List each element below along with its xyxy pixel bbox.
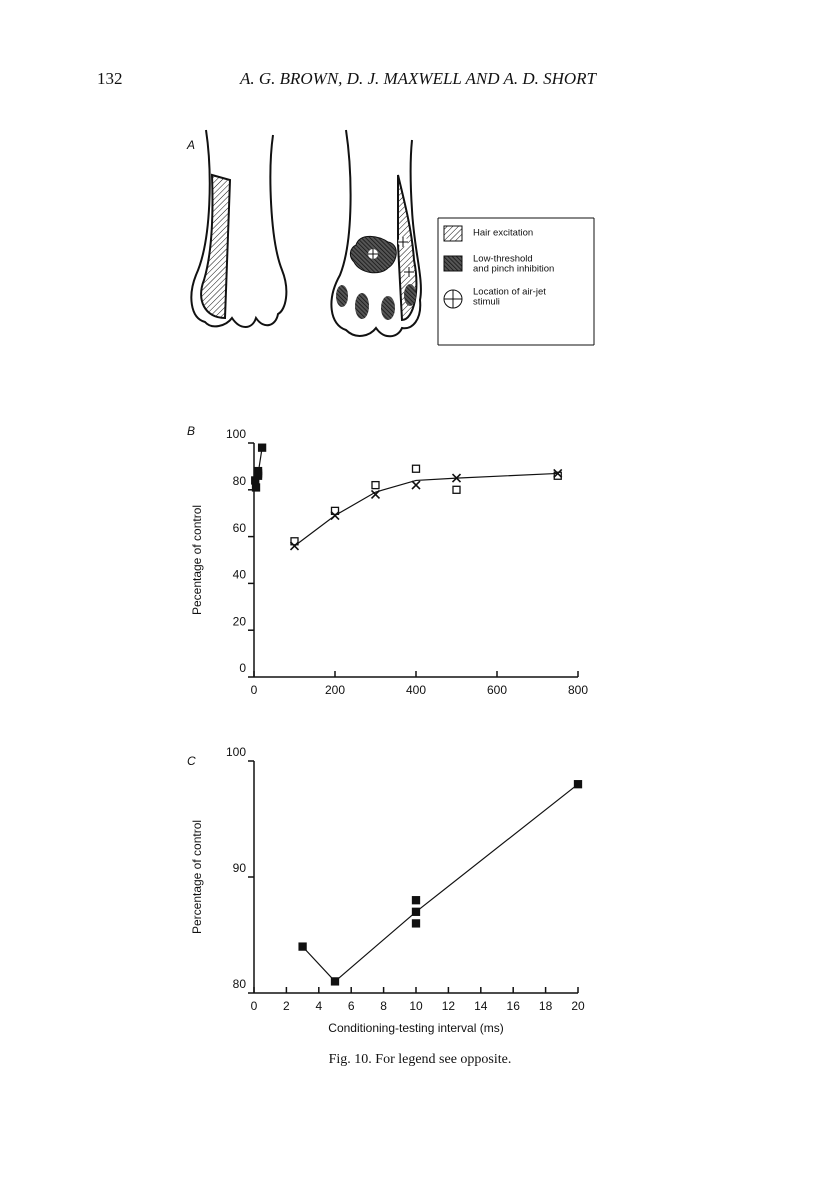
panel-label: C — [187, 754, 196, 768]
paw-drawing — [190, 129, 288, 328]
legend-label: and pinch inhibition — [473, 264, 554, 275]
x-tick-label: 6 — [348, 999, 355, 1013]
x-axis-label: Conditioning-testing interval (ms) — [328, 1021, 503, 1035]
y-tick-label: 20 — [233, 614, 247, 628]
y-tick-label: 100 — [226, 745, 246, 759]
data-line — [302, 783, 579, 983]
panel-label: B — [187, 424, 195, 438]
y-tick-label: 40 — [233, 568, 247, 582]
x-tick-label: 16 — [507, 999, 521, 1013]
x-tick-label: 10 — [409, 999, 423, 1013]
y-tick-label: 60 — [233, 521, 247, 535]
square-marker — [330, 506, 340, 516]
x-tick-label: 600 — [487, 683, 507, 697]
caption: Fig. 10. For legend see opposite. — [329, 1052, 512, 1067]
x-tick-label: 12 — [442, 999, 456, 1013]
x-tick-label: 200 — [325, 683, 345, 697]
square-marker — [553, 471, 562, 480]
panel-label: A — [186, 138, 195, 152]
square-marker — [411, 919, 421, 928]
running-head: A. G. BROWN, D. J. MAXWELL AND A. D. SHO… — [239, 69, 598, 88]
square-marker — [411, 896, 421, 905]
square-marker — [371, 480, 380, 490]
square-marker — [411, 464, 421, 473]
x-tick-label: 8 — [380, 999, 387, 1013]
y-axis-label: Pecentage of control — [190, 505, 204, 615]
y-axis-label: Percentage of control — [190, 820, 204, 934]
cross-marker — [411, 480, 421, 490]
y-tick-label: 90 — [233, 861, 247, 875]
x-tick-label: 2 — [283, 999, 290, 1013]
legend-label: Hair excitation — [473, 228, 533, 239]
x-tick-label: 0 — [251, 683, 258, 697]
data-line — [294, 472, 558, 547]
square-marker — [452, 485, 461, 494]
x-tick-label: 400 — [406, 683, 426, 697]
x-tick-label: 0 — [251, 999, 258, 1013]
legend-label: stimuli — [473, 297, 500, 308]
data-line — [254, 447, 263, 488]
page-number: 132 — [97, 69, 123, 88]
square-marker — [290, 537, 299, 546]
y-tick-label: 80 — [233, 474, 247, 488]
x-tick-label: 800 — [568, 683, 588, 697]
y-tick-label: 100 — [226, 427, 246, 441]
x-tick-label: 14 — [474, 999, 488, 1013]
legend-label: Location of air-jet — [473, 287, 546, 298]
y-tick-label: 0 — [239, 661, 246, 675]
x-tick-label: 4 — [315, 999, 322, 1013]
legend-label: Low-threshold — [473, 254, 533, 265]
legend-box — [437, 217, 595, 346]
x-tick-label: 20 — [571, 999, 585, 1013]
paw-drawing — [330, 129, 422, 338]
y-tick-label: 80 — [233, 977, 247, 991]
x-tick-label: 18 — [539, 999, 553, 1013]
